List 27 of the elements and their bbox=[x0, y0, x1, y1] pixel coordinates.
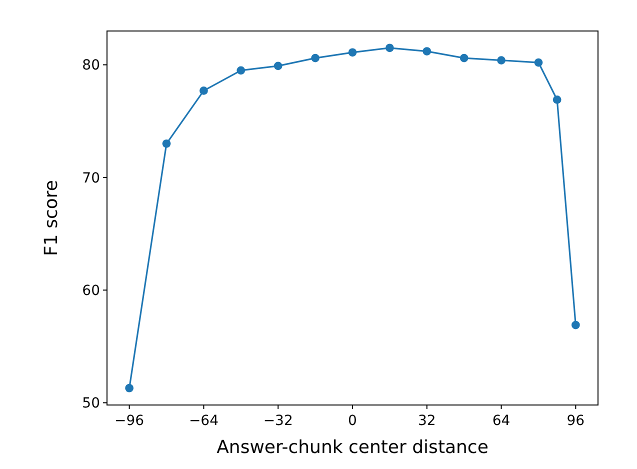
point bbox=[460, 54, 468, 62]
point bbox=[200, 86, 208, 95]
point bbox=[162, 139, 171, 148]
y-tick-label: 80 bbox=[82, 58, 100, 74]
x-tick-label: −64 bbox=[188, 413, 219, 429]
x-tick-label: 0 bbox=[348, 413, 357, 429]
x-axis-title: Answer-chunk center distance bbox=[216, 437, 488, 458]
y-axis-title: F1 score bbox=[41, 180, 62, 256]
point bbox=[534, 58, 543, 67]
y-tick-label: 70 bbox=[82, 170, 100, 186]
point bbox=[422, 47, 432, 56]
point bbox=[348, 48, 357, 57]
point bbox=[552, 96, 562, 104]
x-tick-label: 64 bbox=[492, 413, 510, 429]
point bbox=[571, 320, 580, 330]
point bbox=[274, 62, 282, 70]
point bbox=[385, 44, 394, 52]
x-tick-label: 96 bbox=[566, 413, 585, 429]
point bbox=[236, 66, 246, 75]
point bbox=[311, 54, 320, 62]
x-tick-label: 32 bbox=[418, 413, 436, 429]
point bbox=[125, 384, 134, 392]
x-tick-label: −32 bbox=[263, 413, 293, 429]
point bbox=[497, 56, 506, 64]
y-tick-label: 60 bbox=[82, 282, 100, 299]
y-tick-label: 50 bbox=[82, 396, 100, 412]
x-tick-label: −96 bbox=[114, 413, 144, 429]
